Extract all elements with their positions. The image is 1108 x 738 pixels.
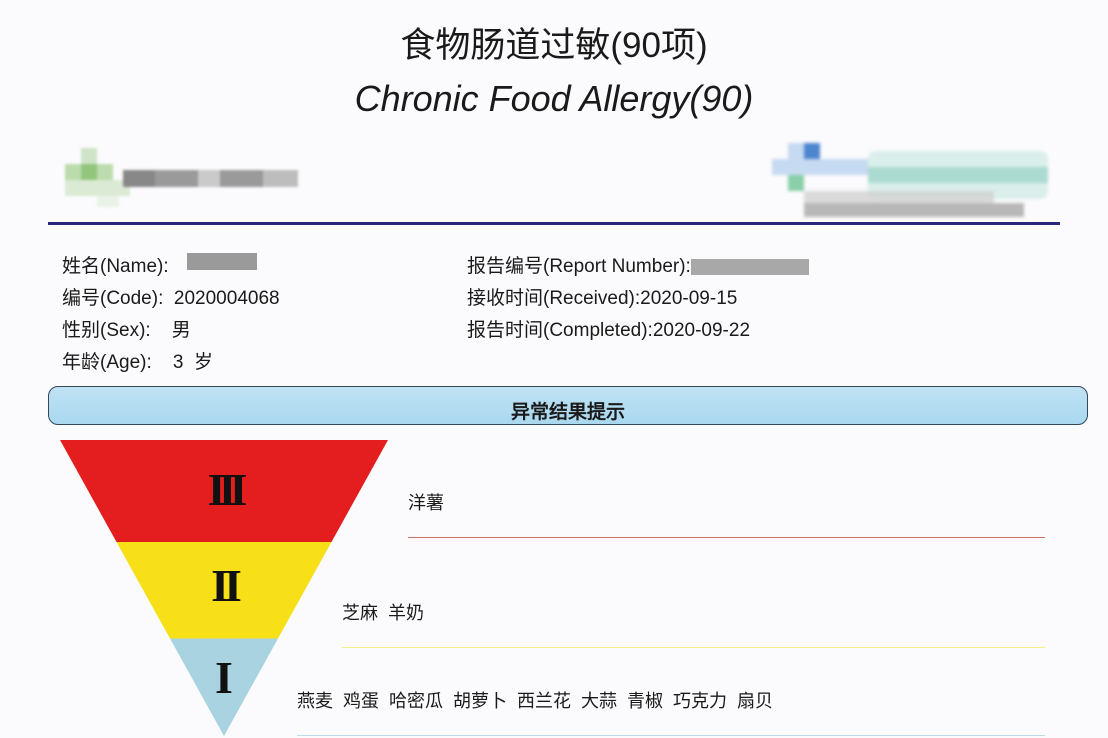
svg-text:II: II — [211, 560, 241, 611]
svg-text:I: I — [215, 652, 233, 703]
